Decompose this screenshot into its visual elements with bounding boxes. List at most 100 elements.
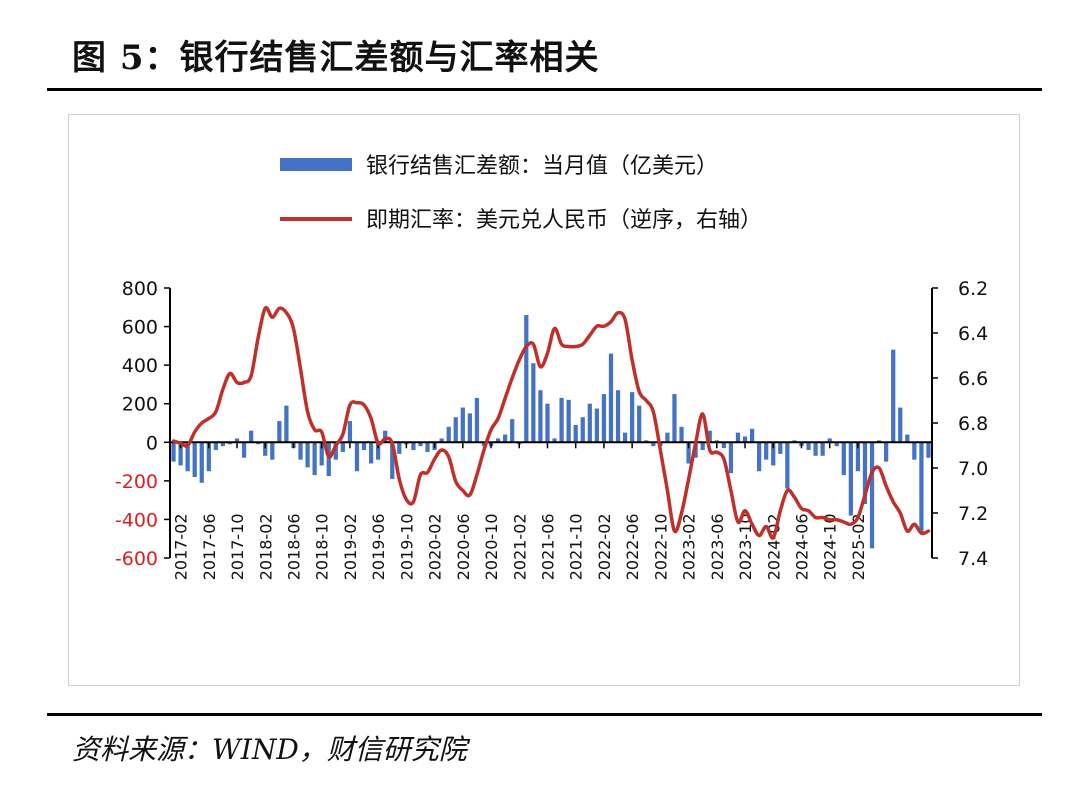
x-tick-label-22: 2024-06 xyxy=(792,513,811,580)
right-tick-label-3: 6.8 xyxy=(958,413,988,435)
left-tick-label-4: 0 xyxy=(146,432,158,454)
bar-4 xyxy=(199,442,204,483)
bar-10 xyxy=(241,442,247,458)
bar-92 xyxy=(820,442,825,456)
bar-84 xyxy=(764,442,769,460)
bar-27 xyxy=(361,442,367,450)
right-tick-label-1: 6.4 xyxy=(958,323,988,345)
bar-2 xyxy=(185,442,190,472)
bar-20 xyxy=(312,442,317,476)
bar-91 xyxy=(813,442,818,456)
bar-48 xyxy=(510,419,515,443)
bar-42 xyxy=(467,413,472,443)
bar-90 xyxy=(806,442,811,450)
bar-106 xyxy=(919,442,924,533)
bar-85 xyxy=(771,442,776,466)
title-rule xyxy=(47,88,1042,91)
bar-102 xyxy=(891,349,896,443)
x-tick-label-23: 2024-10 xyxy=(821,513,840,580)
bar-41 xyxy=(460,407,465,443)
x-tick-label-17: 2022-10 xyxy=(651,513,670,580)
x-tick-label-18: 2023-02 xyxy=(680,513,699,580)
bar-54 xyxy=(552,438,557,443)
left-tick-label-1: 600 xyxy=(122,317,158,339)
bar-76 xyxy=(707,430,712,443)
bar-26 xyxy=(354,442,360,472)
page-title: 图 5：银行结售汇差额与汇率相关 xyxy=(72,38,600,78)
bar-75 xyxy=(700,442,705,450)
x-tick-label-11: 2020-10 xyxy=(482,513,501,580)
bar-56 xyxy=(566,399,571,443)
legend-swatch-bar xyxy=(280,158,352,171)
bar-59 xyxy=(587,403,592,443)
right-tick-label-0: 6.2 xyxy=(958,278,988,300)
bar-46 xyxy=(495,438,501,443)
bar-1 xyxy=(178,442,183,466)
bar-13 xyxy=(263,442,268,456)
bar-87 xyxy=(785,442,790,489)
bar-31 xyxy=(390,442,395,479)
bar-11 xyxy=(249,430,254,443)
chart-panel xyxy=(68,114,1020,686)
right-tick-label-5: 7.2 xyxy=(958,503,988,525)
x-tick-label-20: 2023-10 xyxy=(736,513,755,580)
x-tick-label-4: 2018-06 xyxy=(284,513,303,580)
bar-51 xyxy=(531,363,536,443)
right-tick-label-4: 7.0 xyxy=(958,458,988,480)
x-tick-label-19: 2023-06 xyxy=(708,513,727,580)
left-tick-label-7: -600 xyxy=(115,548,158,570)
bar-57 xyxy=(573,424,578,443)
bar-38 xyxy=(439,438,444,443)
bar-32 xyxy=(397,442,402,454)
x-tick-label-0: 2017-02 xyxy=(172,513,191,580)
bar-30 xyxy=(383,430,388,443)
bar-78 xyxy=(721,442,726,449)
bar-29 xyxy=(376,442,381,460)
footer-rule xyxy=(47,713,1042,716)
bar-73 xyxy=(686,442,691,464)
legend: 银行结售汇差额：当月值（亿美元） 即期汇率：美元兑人民币（逆序，右轴） xyxy=(280,154,762,233)
bar-79 xyxy=(728,442,734,474)
bar-71 xyxy=(672,394,677,443)
x-tick-label-3: 2018-02 xyxy=(256,513,275,580)
bar-19 xyxy=(305,442,310,468)
bar-43 xyxy=(474,397,480,443)
bar-28 xyxy=(368,442,374,464)
left-tick-label-6: -400 xyxy=(115,509,158,531)
bar-24 xyxy=(340,442,345,452)
x-tick-label-14: 2021-10 xyxy=(567,513,586,580)
bar-62 xyxy=(608,353,614,443)
bar-82 xyxy=(749,428,755,443)
bar-81 xyxy=(742,436,748,443)
left-tick-label-5: -200 xyxy=(115,471,158,493)
bar-25 xyxy=(347,421,353,443)
x-tick-label-2: 2017-10 xyxy=(228,513,247,580)
bar-107 xyxy=(926,442,931,458)
bar-23 xyxy=(333,442,338,460)
x-tick-label-13: 2021-06 xyxy=(538,513,557,580)
bar-7 xyxy=(220,442,226,447)
left-tick-label-2: 400 xyxy=(122,355,158,377)
bar-63 xyxy=(615,390,621,443)
bar-58 xyxy=(580,417,585,443)
bar-83 xyxy=(757,442,762,472)
x-tick-label-8: 2019-10 xyxy=(397,513,416,580)
bar-94 xyxy=(834,442,839,447)
axes: 800 600 400 200 0 -200 -400 -600 6.2 6.4 6.6 6.8 7.0… xyxy=(115,278,988,580)
bar-39 xyxy=(446,426,451,443)
bar-34 xyxy=(411,442,416,450)
bar-55 xyxy=(559,397,564,443)
bar-5 xyxy=(206,442,211,472)
bar-97 xyxy=(855,442,861,472)
bar-72 xyxy=(679,426,684,443)
x-tick-label-24: 2025-02 xyxy=(849,513,868,580)
right-tick-label-6: 7.4 xyxy=(958,548,988,570)
bar-3 xyxy=(192,442,197,477)
x-tick-label-12: 2021-02 xyxy=(510,513,529,580)
bar-66 xyxy=(637,405,642,443)
bar-96 xyxy=(848,442,853,516)
bar-15 xyxy=(277,421,282,443)
bar-35 xyxy=(418,442,423,447)
bar-36 xyxy=(425,442,430,452)
